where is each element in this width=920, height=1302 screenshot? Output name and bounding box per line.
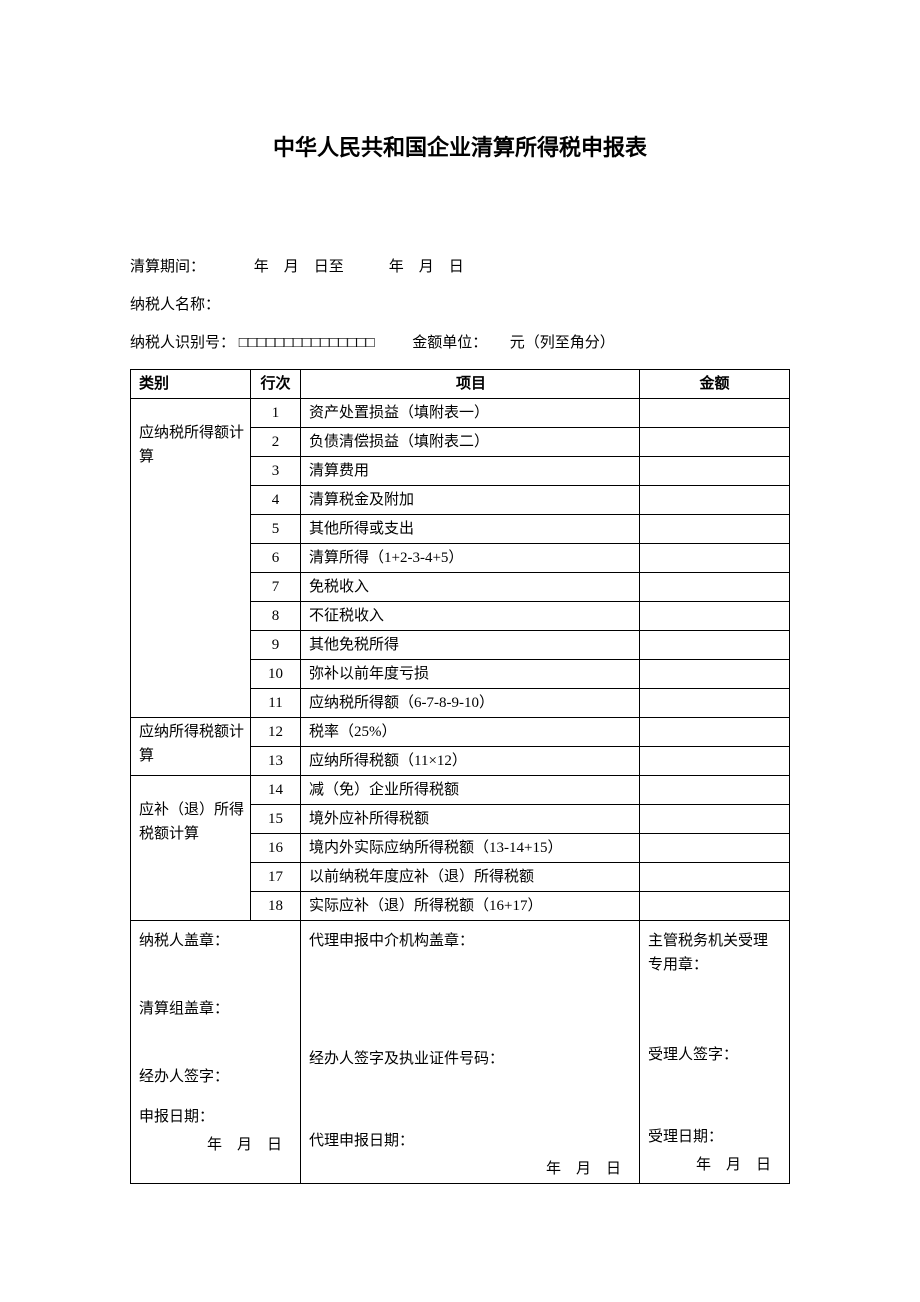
agent-date: 年 月 日 <box>309 1157 631 1181</box>
item-cell: 不征税收入 <box>301 602 640 631</box>
amount-cell <box>640 602 790 631</box>
row-number-cell: 8 <box>251 602 301 631</box>
table-row: 应补（退）所得税额计算14减（免）企业所得税额 <box>131 776 790 805</box>
item-cell: 其他所得或支出 <box>301 515 640 544</box>
header-item: 项目 <box>301 370 640 399</box>
taxpayer-id-label: 纳税人识别号： <box>130 335 235 351</box>
accept-date-label: 受理日期： <box>648 1125 781 1153</box>
item-cell: 弥补以前年度亏损 <box>301 660 640 689</box>
table-header-row: 类别 行次 项目 金额 <box>131 370 790 399</box>
header-category: 类别 <box>131 370 251 399</box>
tax-declaration-table: 类别 行次 项目 金额 应纳税所得额计算1资产处置损益（填附表一）2负债清偿损益… <box>130 369 790 1184</box>
amount-cell <box>640 805 790 834</box>
item-cell: 应纳所得税额（11×12） <box>301 747 640 776</box>
table-row: 应纳税所得额计算1资产处置损益（填附表一） <box>131 399 790 428</box>
item-cell: 实际应补（退）所得税额（16+17） <box>301 892 640 921</box>
declare-date-label: 申报日期： <box>139 1105 292 1133</box>
accept-date: 年 月 日 <box>648 1153 781 1177</box>
declare-date: 年 月 日 <box>139 1133 292 1157</box>
item-cell: 以前纳税年度应补（退）所得税额 <box>301 863 640 892</box>
liquidation-seal: 清算组盖章： <box>139 997 292 1025</box>
item-cell: 清算费用 <box>301 457 640 486</box>
table-row: 应纳所得税额计算12税率（25%） <box>131 718 790 747</box>
header-row: 行次 <box>251 370 301 399</box>
item-cell: 境外应补所得税额 <box>301 805 640 834</box>
category-cell: 应补（退）所得税额计算 <box>131 776 251 921</box>
taxpayer-id-line: 纳税人识别号： □□□□□□□□□□□□□□□ 金额单位： 元（列至角分） <box>130 331 790 355</box>
row-number-cell: 14 <box>251 776 301 805</box>
row-number-cell: 5 <box>251 515 301 544</box>
amount-cell <box>640 399 790 428</box>
unit-label: 金额单位： <box>412 335 487 351</box>
item-cell: 清算所得（1+2-3-4+5） <box>301 544 640 573</box>
period-value: 年 月 日至 年 月 日 <box>209 259 464 275</box>
row-number-cell: 16 <box>251 834 301 863</box>
agent-seal: 代理申报中介机构盖章： <box>309 929 631 957</box>
row-number-cell: 18 <box>251 892 301 921</box>
item-cell: 免税收入 <box>301 573 640 602</box>
amount-cell <box>640 660 790 689</box>
footer-row: 纳税人盖章： 清算组盖章： 经办人签字： 申报日期： 年 月 日 代理申报中介机… <box>131 921 790 1184</box>
row-number-cell: 17 <box>251 863 301 892</box>
authority-seal: 主管税务机关受理专用章： <box>648 929 781 977</box>
document-title: 中华人民共和国企业清算所得税申报表 <box>130 130 790 165</box>
period-label: 清算期间： <box>130 259 205 275</box>
row-number-cell: 6 <box>251 544 301 573</box>
amount-cell <box>640 544 790 573</box>
unit-value: 元（列至角分） <box>510 335 615 351</box>
item-cell: 负债清偿损益（填附表二） <box>301 428 640 457</box>
acceptor-sign: 受理人签字： <box>648 1043 781 1071</box>
agent-date-label: 代理申报日期： <box>309 1129 631 1157</box>
row-number-cell: 13 <box>251 747 301 776</box>
taxpayer-id-boxes: □□□□□□□□□□□□□□□ <box>239 335 375 351</box>
item-cell: 资产处置损益（填附表一） <box>301 399 640 428</box>
liquidation-period-line: 清算期间： 年 月 日至 年 月 日 <box>130 255 790 279</box>
taxpayer-name-label: 纳税人名称： <box>130 297 220 313</box>
item-cell: 境内外实际应纳所得税额（13-14+15） <box>301 834 640 863</box>
row-number-cell: 2 <box>251 428 301 457</box>
amount-cell <box>640 631 790 660</box>
item-cell: 其他免税所得 <box>301 631 640 660</box>
row-number-cell: 7 <box>251 573 301 602</box>
amount-cell <box>640 776 790 805</box>
amount-cell <box>640 689 790 718</box>
row-number-cell: 4 <box>251 486 301 515</box>
amount-cell <box>640 747 790 776</box>
handler-sign: 经办人签字： <box>139 1065 292 1093</box>
item-cell: 减（免）企业所得税额 <box>301 776 640 805</box>
amount-cell <box>640 573 790 602</box>
row-number-cell: 1 <box>251 399 301 428</box>
taxpayer-seal: 纳税人盖章： <box>139 929 292 957</box>
agent-sign: 经办人签字及执业证件号码： <box>309 1047 631 1075</box>
category-cell: 应纳税所得额计算 <box>131 399 251 718</box>
row-number-cell: 15 <box>251 805 301 834</box>
amount-cell <box>640 515 790 544</box>
row-number-cell: 10 <box>251 660 301 689</box>
amount-cell <box>640 457 790 486</box>
row-number-cell: 12 <box>251 718 301 747</box>
item-cell: 清算税金及附加 <box>301 486 640 515</box>
row-number-cell: 9 <box>251 631 301 660</box>
row-number-cell: 3 <box>251 457 301 486</box>
taxpayer-name-line: 纳税人名称： <box>130 293 790 317</box>
amount-cell <box>640 892 790 921</box>
amount-cell <box>640 428 790 457</box>
amount-cell <box>640 863 790 892</box>
item-cell: 税率（25%） <box>301 718 640 747</box>
amount-cell <box>640 718 790 747</box>
amount-cell <box>640 486 790 515</box>
header-amount: 金额 <box>640 370 790 399</box>
item-cell: 应纳税所得额（6-7-8-9-10） <box>301 689 640 718</box>
row-number-cell: 11 <box>251 689 301 718</box>
amount-cell <box>640 834 790 863</box>
category-cell: 应纳所得税额计算 <box>131 718 251 776</box>
